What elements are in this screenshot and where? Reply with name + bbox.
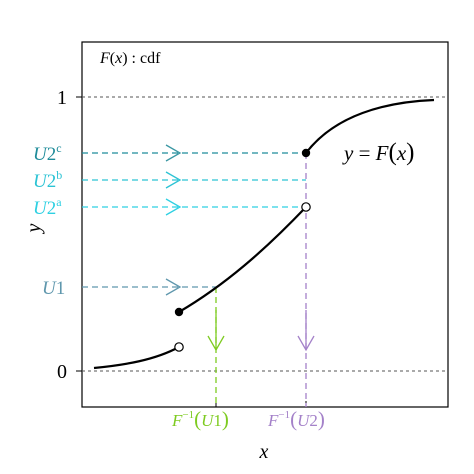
u2c-label: U2c [33,141,62,165]
u2a-label: U2a [33,195,62,219]
cdf-segment-3 [305,98,435,154]
y-axis-label: y [23,223,45,234]
cdf-box-label: F(x) : cdf [99,50,161,67]
u2b-arrow-head [165,171,182,189]
cdf-segment-2 [178,206,307,313]
inv-u1-arrow-head [207,335,225,352]
u2a-arrow-head [165,198,182,216]
plot-frame [81,41,449,408]
cdf-segment-1 [93,346,180,370]
u1-label: U1 [42,278,65,299]
closed-point-high [301,148,311,158]
x-axis-label: x [259,441,269,463]
u2b-label: U2b [33,168,62,192]
u1-arrow-head [165,278,182,296]
y-tick-label-zero: 0 [57,361,67,383]
open-point-high [301,202,311,212]
inv-u2-label: F−1(U2) [267,407,325,431]
inv-u2-arrow-head [297,335,315,352]
closed-point-low [174,307,184,317]
curve-equation-label: y = F(x) [342,139,414,166]
y-tick-label-one: 1 [57,87,67,109]
u2c-arrow-head [165,144,182,162]
open-point-low [174,342,184,352]
inv-u1-label: F−1(U1) [171,407,229,431]
